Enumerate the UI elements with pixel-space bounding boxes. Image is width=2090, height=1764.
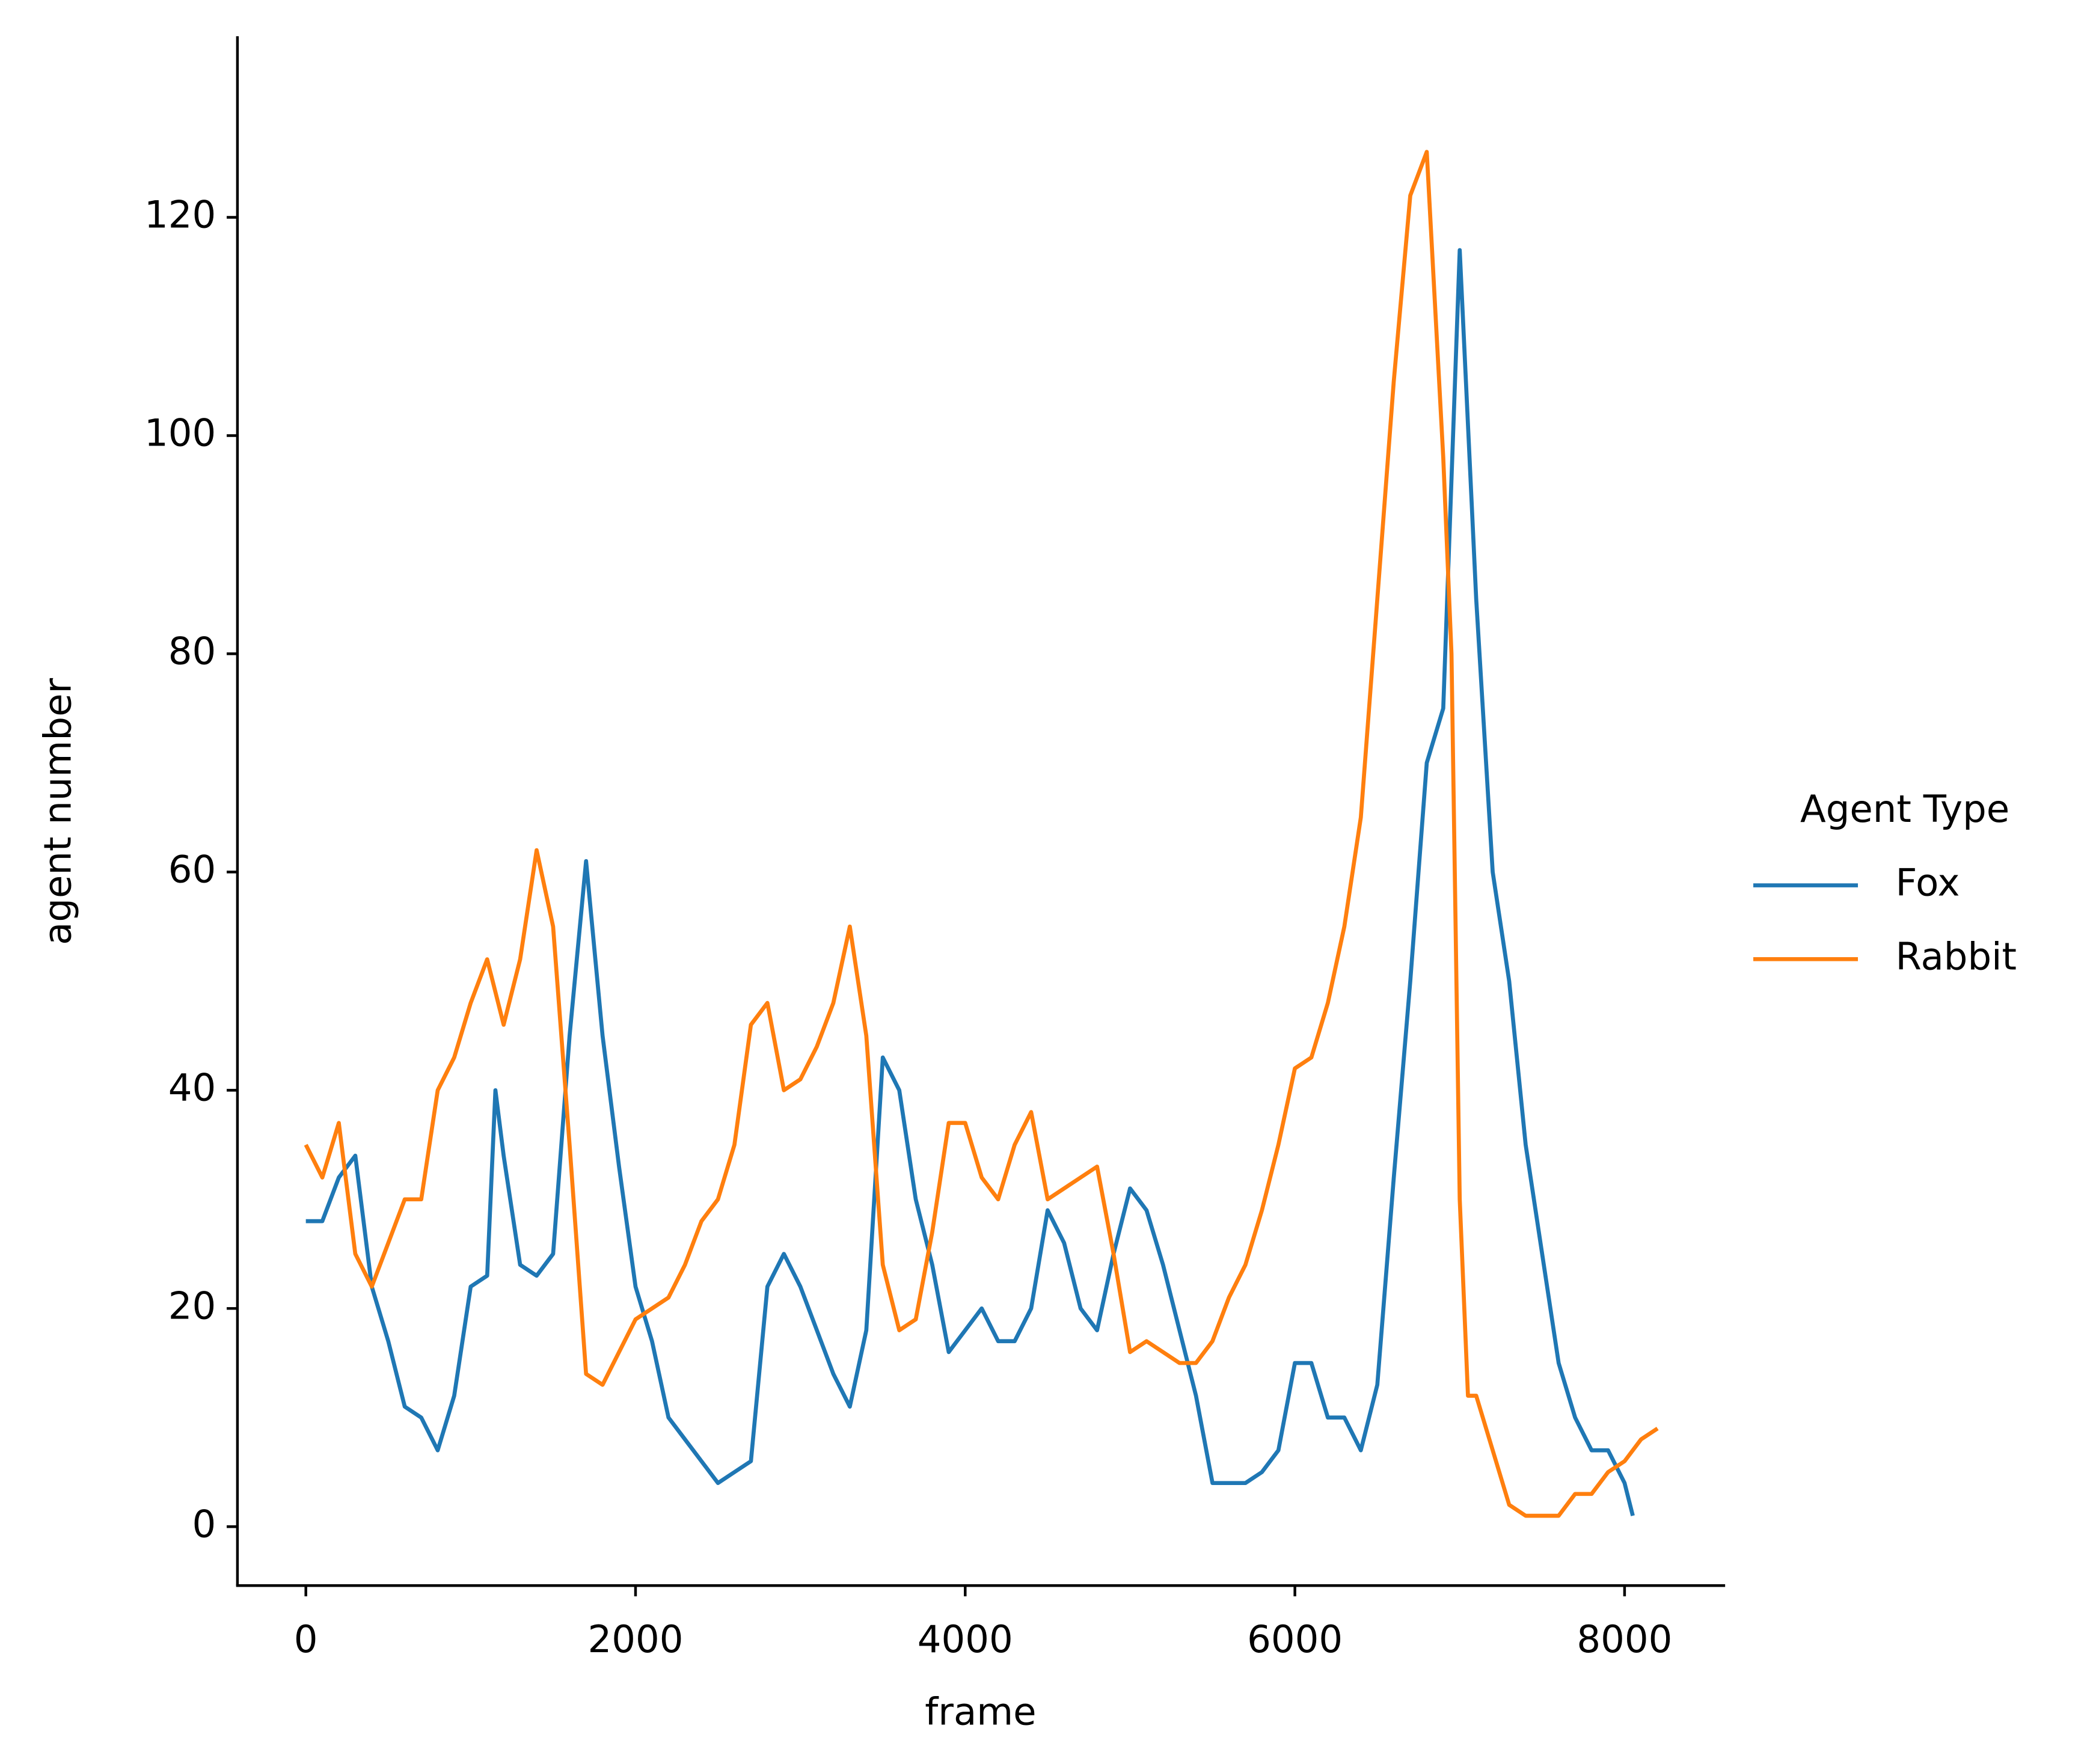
x-tick-label: 8000 <box>1577 1617 1672 1661</box>
y-tick-label: 120 <box>144 193 216 237</box>
legend-label: Rabbit <box>1895 934 2016 978</box>
y-tick-label: 100 <box>144 411 216 455</box>
y-tick-label: 40 <box>168 1065 216 1109</box>
line-series <box>305 248 1635 1516</box>
y-axis-label: agent number <box>35 678 79 945</box>
y-tick-label: 0 <box>192 1502 216 1546</box>
legend-label: Fox <box>1895 861 1960 905</box>
x-tick-label: 0 <box>294 1617 318 1661</box>
x-axis-label: frame <box>925 1690 1036 1734</box>
x-tick-label: 4000 <box>918 1617 1013 1661</box>
y-tick-label: 60 <box>168 847 216 891</box>
legend-title: Agent Type <box>1800 787 2009 831</box>
y-tick-label: 80 <box>168 629 216 673</box>
line-series <box>304 150 1659 1518</box>
x-tick-label: 2000 <box>587 1617 683 1661</box>
x-tick-label: 6000 <box>1247 1617 1343 1661</box>
y-tick-label: 20 <box>168 1284 216 1328</box>
